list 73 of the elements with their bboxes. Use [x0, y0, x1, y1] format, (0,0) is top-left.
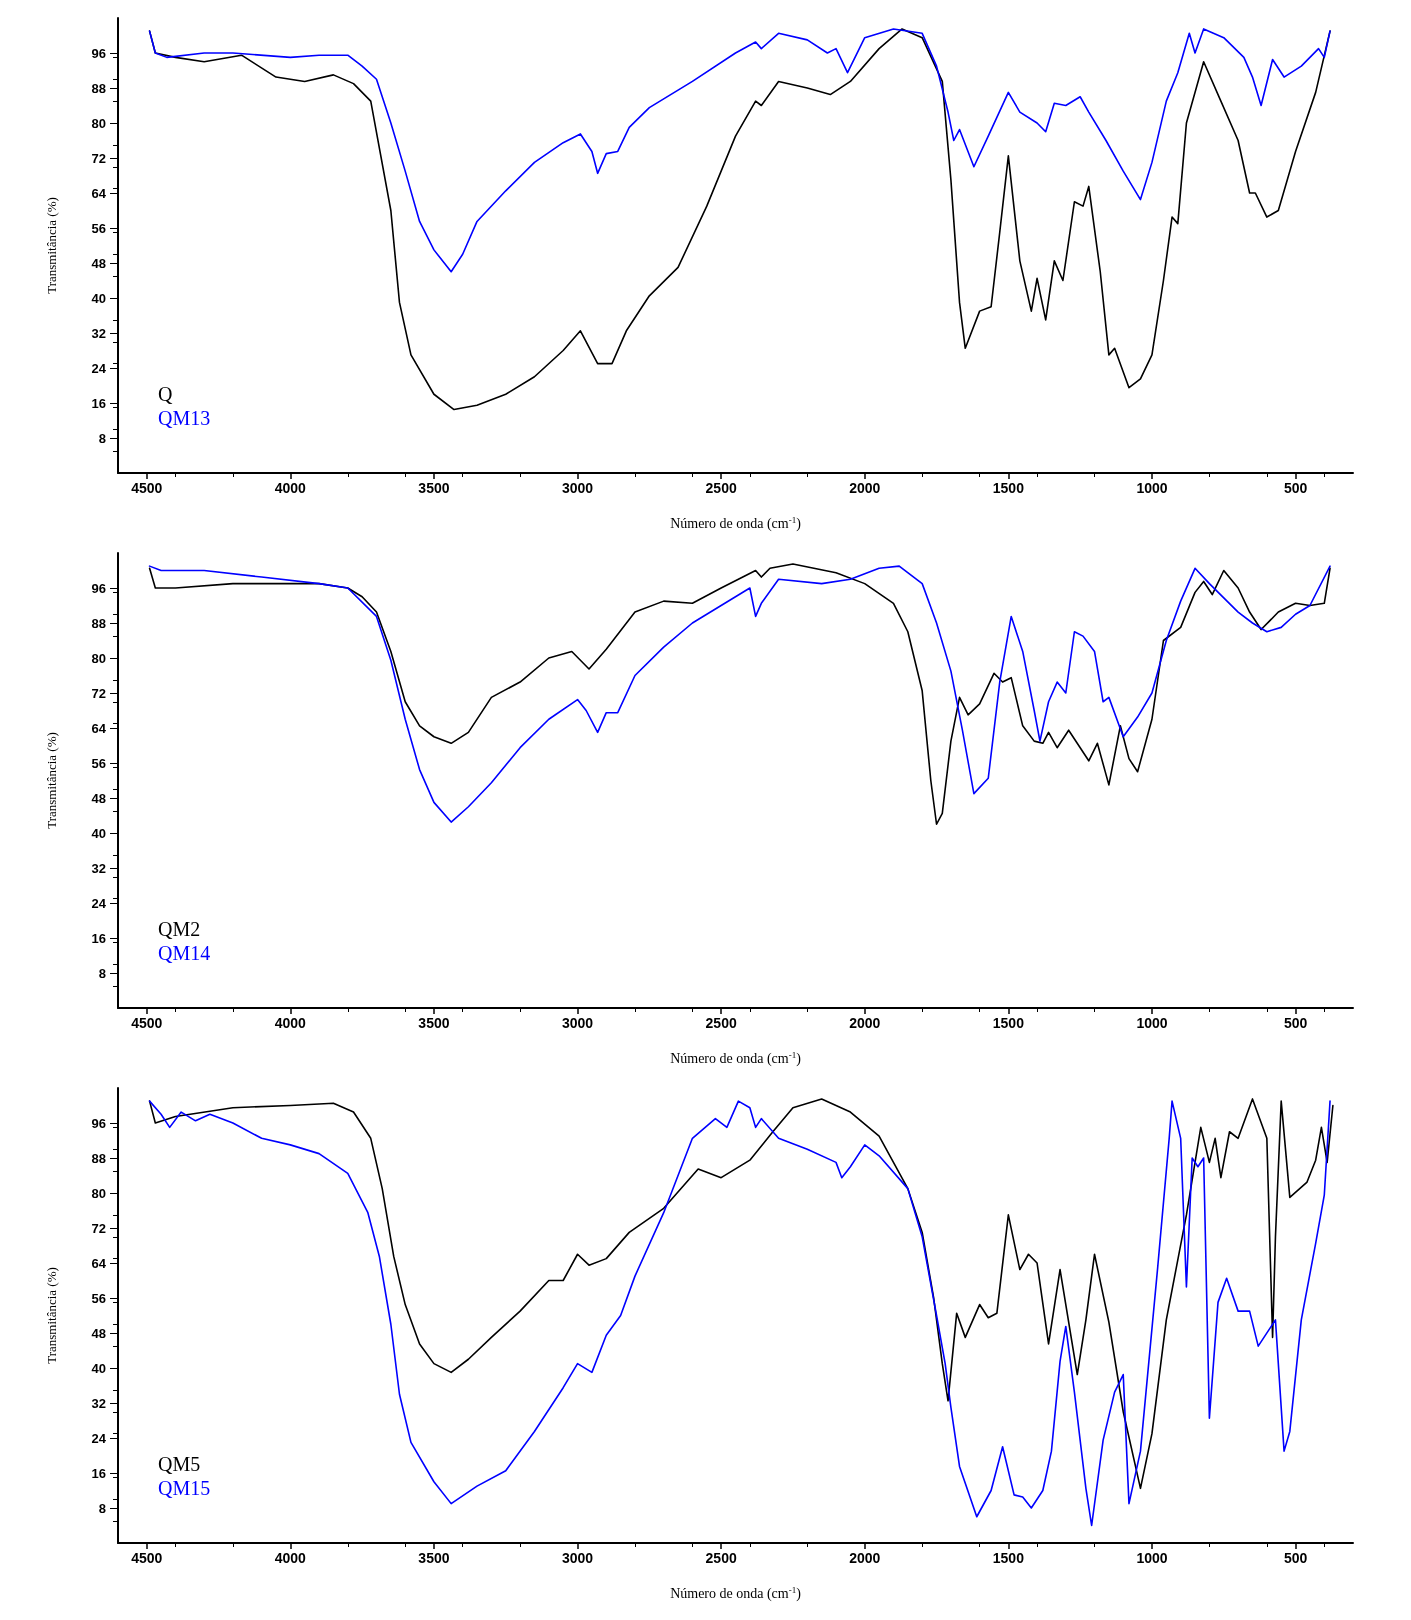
- x-tick-label: 2500: [705, 480, 737, 496]
- y-tick-label: 56: [91, 755, 106, 771]
- y-tick-label: 48: [91, 1325, 106, 1341]
- x-tick-label: 2500: [705, 1015, 737, 1031]
- x-tick-label: 2000: [849, 480, 881, 496]
- y-tick-label: 64: [91, 185, 107, 201]
- y-tick-label: 80: [91, 115, 106, 131]
- x-tick-label: 1500: [992, 480, 1025, 496]
- x-tick-label: 3500: [418, 1015, 450, 1031]
- x-tick-label: 1500: [992, 1550, 1025, 1566]
- x-tick-label: 3500: [418, 1550, 450, 1566]
- y-axis-title: Transmitância (%): [44, 197, 59, 294]
- y-tick-label: 64: [91, 720, 107, 736]
- y-tick-label: 8: [98, 1500, 106, 1516]
- text: Q: [158, 383, 173, 405]
- y-tick-label: 72: [91, 1220, 106, 1236]
- y-tick-label: 88: [91, 80, 106, 96]
- x-tick-label: 2500: [705, 1550, 737, 1566]
- y-tick-label: 72: [91, 150, 106, 166]
- y-tick-label: 56: [91, 220, 106, 236]
- y-tick-label: 88: [91, 615, 106, 631]
- y-tick-label: 24: [91, 1430, 107, 1446]
- y-tick-label: 8: [98, 965, 106, 981]
- x-tick-label: 1500: [992, 1015, 1025, 1031]
- y-tick-label: 16: [91, 395, 106, 411]
- x-tick-label: 1000: [1136, 1015, 1168, 1031]
- x-tick-label: 2000: [849, 1550, 881, 1566]
- y-axis-title: Transmitância (%): [44, 1267, 59, 1364]
- y-axis-title: Transmitância (%): [44, 732, 59, 829]
- y-tick-label: 32: [91, 325, 106, 341]
- x-tick-label: 3000: [561, 1550, 594, 1566]
- x-tick-label: 4000: [274, 1550, 307, 1566]
- y-tick-label: 72: [91, 685, 106, 701]
- x-tick-label: 4500: [131, 1550, 163, 1566]
- y-tick-label: 32: [91, 860, 106, 876]
- y-tick-label: 8: [98, 430, 106, 446]
- x-tick-label: 4500: [131, 480, 163, 496]
- x-tick-label: 1000: [1136, 1550, 1168, 1566]
- y-tick-label: 24: [91, 895, 107, 911]
- text: QM15: [158, 1477, 211, 1499]
- y-tick-label: 24: [91, 360, 107, 376]
- y-tick-label: 80: [91, 650, 106, 666]
- text: QM2: [158, 918, 201, 940]
- text: QM14: [158, 942, 211, 964]
- x-tick-label: 3500: [418, 480, 450, 496]
- text: QM5: [158, 1453, 201, 1475]
- y-tick-label: 80: [91, 1185, 106, 1201]
- y-tick-label: 96: [91, 580, 106, 596]
- y-tick-label: 96: [91, 1115, 106, 1131]
- x-tick-label: 4000: [274, 1015, 307, 1031]
- text: QM13: [158, 407, 211, 429]
- x-tick-label: 4000: [274, 480, 307, 496]
- y-tick-label: 16: [91, 930, 106, 946]
- x-tick-label: 4500: [131, 1015, 163, 1031]
- y-tick-label: 48: [91, 255, 106, 271]
- y-tick-label: 48: [91, 790, 106, 806]
- y-tick-label: 40: [91, 1360, 106, 1376]
- x-tick-label: 500: [1283, 1015, 1308, 1031]
- x-tick-label: 3000: [561, 1015, 594, 1031]
- y-tick-label: 32: [91, 1395, 106, 1411]
- y-tick-label: 64: [91, 1255, 107, 1271]
- y-tick-label: 40: [91, 290, 106, 306]
- y-tick-label: 40: [91, 825, 106, 841]
- x-tick-label: 2000: [849, 1015, 881, 1031]
- y-tick-label: 88: [91, 1150, 106, 1166]
- x-tick-label: 500: [1283, 1550, 1308, 1566]
- x-tick-label: 1000: [1136, 480, 1168, 496]
- x-tick-label: 3000: [561, 480, 594, 496]
- y-tick-label: 96: [91, 45, 106, 61]
- x-tick-label: 500: [1283, 480, 1308, 496]
- y-tick-label: 16: [91, 1465, 106, 1481]
- line-series: [148, 28, 1331, 273]
- y-tick-label: 56: [91, 1290, 106, 1306]
